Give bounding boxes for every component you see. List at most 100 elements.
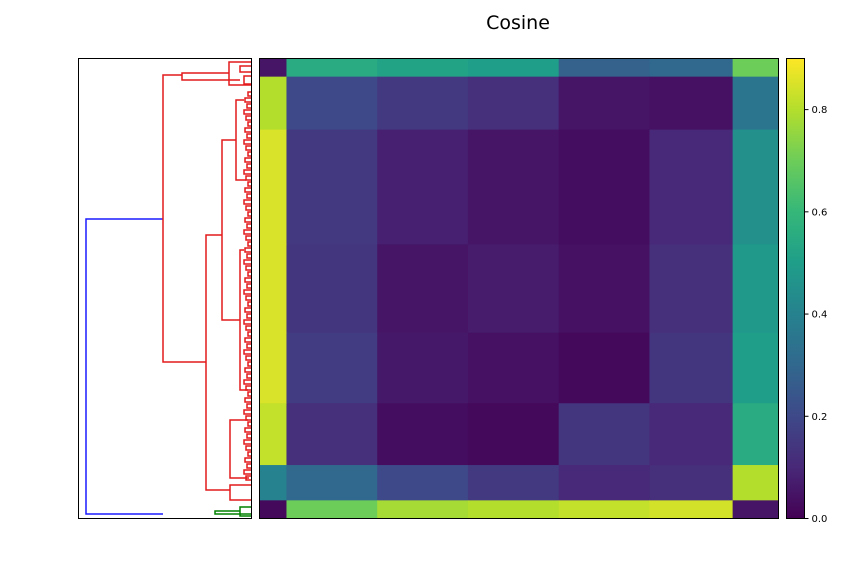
dendrogram-link — [246, 373, 251, 379]
dendrogram-link — [229, 484, 251, 501]
dendrogram-link — [247, 151, 251, 157]
dendrogram-link — [243, 379, 251, 385]
heatmap-cell — [260, 59, 288, 78]
heatmap-cell — [260, 129, 288, 245]
dendrogram-link — [245, 235, 251, 241]
heatmap-cell — [377, 59, 469, 78]
heatmap-cell — [377, 129, 469, 245]
heatmap-cell — [649, 403, 734, 466]
heatmap-cell — [558, 403, 651, 466]
dendrogram-link — [246, 403, 251, 409]
dendrogram-link — [244, 367, 251, 373]
heatmap-cell — [649, 500, 734, 519]
dendrogram-link — [246, 313, 251, 319]
dendrogram-link — [245, 475, 251, 481]
dendrogram-link — [245, 445, 251, 451]
heatmap-cell — [732, 403, 779, 466]
colorbar-tick-label: 0.0 — [812, 514, 828, 525]
dendrogram-link — [246, 463, 251, 469]
heatmap-cell — [558, 332, 651, 404]
dendrogram-link — [243, 229, 251, 235]
heatmap-cell — [286, 500, 378, 519]
chart-title: Cosine — [486, 12, 550, 34]
heatmap-cell — [732, 59, 779, 78]
heatmap-cell — [377, 76, 469, 131]
dendrogram-link — [245, 325, 251, 331]
dendrogram-link — [245, 145, 251, 151]
colorbar-tick-label: 0.4 — [812, 310, 828, 321]
heatmap-cell — [732, 332, 779, 404]
heatmap-cell — [558, 465, 651, 501]
heatmap-cell — [558, 59, 651, 78]
dendrogram-link — [244, 247, 251, 253]
heatmap-cell — [286, 244, 378, 334]
heatmap-cell — [377, 332, 469, 404]
dendrogram-link — [246, 103, 251, 109]
heatmap-cell — [558, 244, 651, 334]
dendrogram-link — [239, 249, 248, 391]
dendrogram-frame — [78, 58, 252, 519]
dendrogram-link — [247, 271, 251, 277]
heatmap-cell — [732, 500, 779, 519]
heatmap-cell — [467, 500, 560, 519]
heatmap-cell — [467, 465, 560, 501]
dendrogram-link — [245, 355, 251, 361]
dendrogram-link — [246, 133, 251, 139]
heatmap-cell — [286, 465, 378, 501]
dendrogram-link — [247, 391, 251, 397]
colorbar: 0.0 0.2 0.4 0.6 0.8 — [786, 58, 828, 525]
heatmap-cell — [260, 76, 288, 131]
heatmap-cell — [260, 403, 288, 466]
dendrogram-link — [244, 457, 251, 463]
dendrogram-link — [244, 97, 251, 103]
dendrogram-link — [243, 139, 251, 145]
dendrogram-link — [239, 65, 251, 73]
dendrogram-link — [181, 72, 240, 81]
dendrogram-link — [243, 199, 251, 205]
dendrogram-link — [247, 91, 251, 97]
dendrogram-link — [85, 218, 163, 515]
dendrogram-link — [246, 193, 251, 199]
dendrogram-link — [245, 175, 251, 181]
heatmap-cell — [467, 244, 560, 334]
dendrogram-link — [205, 234, 230, 491]
heatmap-frame — [259, 58, 779, 519]
dendrogram-link — [246, 433, 251, 439]
heatmap-cell — [286, 59, 378, 78]
dendrogram-link — [247, 361, 251, 367]
dendrogram-link — [243, 75, 251, 85]
dendrogram-link — [243, 289, 251, 295]
heatmap-cell — [649, 59, 734, 78]
heatmap-cell — [558, 76, 651, 131]
dendrogram-link — [245, 115, 251, 121]
dendrogram-link — [243, 319, 251, 325]
colorbar-tick-label: 0.2 — [812, 412, 828, 423]
heatmap-cell — [732, 129, 779, 245]
dendrogram-link — [243, 169, 251, 175]
dendrogram-link — [246, 253, 251, 259]
heatmap-cell — [286, 332, 378, 404]
heatmap-cell — [286, 403, 378, 466]
dendrogram-link — [243, 439, 251, 445]
heatmap-cell — [377, 500, 469, 519]
colorbar-tick-label: 0.6 — [812, 207, 828, 218]
dendrogram-link — [243, 109, 251, 115]
heatmap-cell — [649, 465, 734, 501]
heatmap-cell — [649, 332, 734, 404]
heatmap-cell — [732, 76, 779, 131]
colorbar-tick-label: 0.8 — [812, 105, 828, 116]
heatmap-cell — [558, 500, 651, 519]
dendrogram-link — [246, 343, 251, 349]
heatmap-cell — [649, 129, 734, 245]
dendrogram-link — [247, 121, 251, 127]
dendrogram-link — [247, 211, 251, 217]
dendrogram-link — [245, 385, 251, 391]
dendrogram-link — [244, 217, 251, 223]
dendrogram-link — [245, 205, 251, 211]
dendrogram-link — [245, 415, 251, 421]
dendrogram-link — [245, 265, 251, 271]
heatmap-cell — [260, 465, 288, 501]
dendrogram-link — [247, 301, 251, 307]
heatmap-cell — [467, 76, 560, 131]
